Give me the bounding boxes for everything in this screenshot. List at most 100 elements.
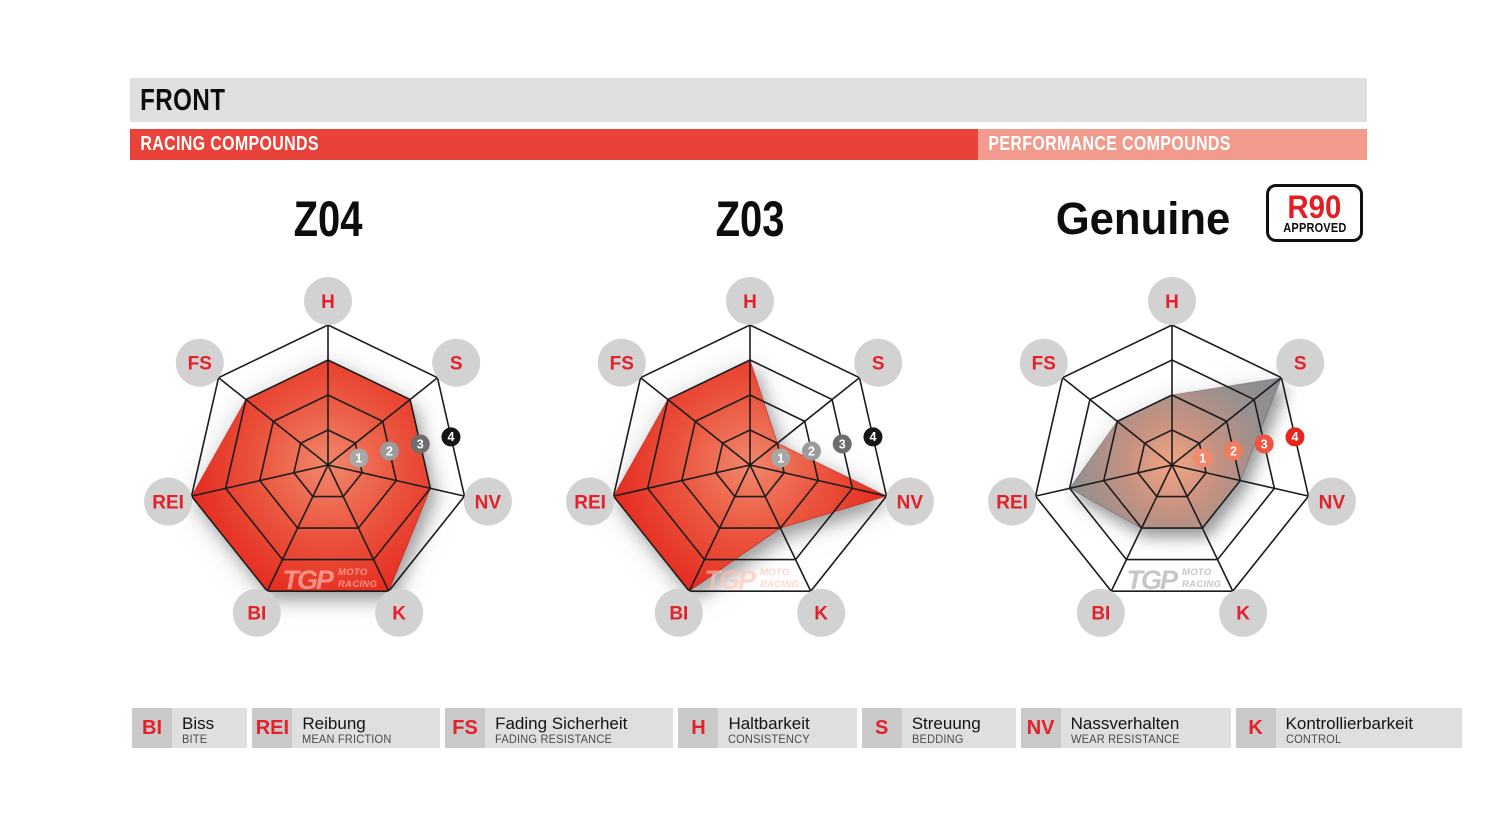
legend-de-rei: Reibung bbox=[302, 713, 366, 733]
scale-marker-label-2: 2 bbox=[808, 444, 815, 458]
legend-abbr-nv: NV bbox=[1020, 708, 1061, 748]
axis-circle-fs bbox=[1019, 338, 1068, 387]
legend-en-nv: WEAR RESISTANCE bbox=[1070, 731, 1180, 746]
svg-text:TGP: TGP bbox=[704, 565, 756, 595]
svg-text:TGP: TGP bbox=[1126, 565, 1178, 595]
grid-spoke-k bbox=[1171, 464, 1234, 592]
legend-item-nv: NV Nassverhalten WEAR RESISTANCE bbox=[1020, 708, 1231, 748]
legend-en-h: CONSISTENCY bbox=[728, 731, 811, 746]
svg-text:MOTO: MOTO bbox=[338, 567, 368, 578]
svg-text:RACING: RACING bbox=[338, 579, 378, 590]
axis-label-nv: NV bbox=[897, 492, 924, 513]
legend-abbr-s: S bbox=[861, 708, 902, 748]
chart-title-z03: Z03 bbox=[715, 191, 785, 247]
axis-circle-rei bbox=[144, 477, 193, 526]
axis-circle-k bbox=[1219, 588, 1268, 637]
axis-circle-rei bbox=[566, 477, 615, 526]
axis-label-bi: BI bbox=[1091, 604, 1110, 625]
scale-marker-2 bbox=[801, 441, 821, 461]
grid-spoke-k bbox=[327, 464, 390, 592]
grid-spoke-s bbox=[749, 377, 860, 466]
legend-item-rei: REI Reibung MEAN FRICTION bbox=[252, 708, 441, 748]
grid-spoke-rei bbox=[613, 464, 751, 497]
svg-text:RACING: RACING bbox=[760, 579, 800, 590]
axis-label-k: K bbox=[1236, 604, 1250, 625]
grid-spoke-fs bbox=[218, 377, 329, 466]
performance-compounds-banner: PERFORMANCE COMPOUNDS bbox=[978, 129, 1367, 160]
scale-marker-label-4: 4 bbox=[447, 430, 454, 444]
grid-spoke-s bbox=[327, 377, 438, 466]
grid-ring-3 bbox=[224, 359, 432, 561]
legend-de-bi: Biss bbox=[182, 713, 215, 733]
axis-label-k: K bbox=[814, 604, 828, 625]
scale-marker-1 bbox=[1193, 448, 1213, 468]
axis-label-h: H bbox=[1165, 292, 1179, 313]
axis-label-rei: REI bbox=[574, 492, 606, 513]
grid-spoke-fs bbox=[1062, 377, 1173, 466]
scale-marker-1 bbox=[771, 448, 791, 468]
legend-item-h: H Haltbarkeit CONSISTENCY bbox=[678, 708, 857, 748]
legend-abbr-h: H bbox=[678, 708, 719, 748]
legend-item-s: S Streuung BEDDING bbox=[861, 708, 1016, 748]
grid-ring-2 bbox=[1102, 394, 1242, 529]
legend-item-fs: FS Fading Sicherheit FADING RESISTANCE bbox=[445, 708, 674, 748]
legend-en-bi: BITE bbox=[182, 731, 208, 746]
legend-item-k: K Kontrollierbarkeit CONTROL bbox=[1235, 708, 1463, 748]
grid-spoke-nv bbox=[749, 464, 887, 497]
grid-ring-1 bbox=[1137, 429, 1207, 498]
grid-spoke-s bbox=[1171, 377, 1282, 466]
grid-spoke-bi bbox=[266, 464, 329, 592]
scale-marker-label-3: 3 bbox=[1261, 437, 1268, 451]
axis-label-s: S bbox=[1294, 354, 1307, 375]
scale-marker-3 bbox=[1254, 434, 1274, 454]
r90-label: R90 bbox=[1287, 188, 1342, 225]
grid-ring-4 bbox=[190, 324, 466, 592]
grid-spoke-bi bbox=[688, 464, 751, 592]
axis-label-bi: BI bbox=[247, 604, 266, 625]
performance-compounds-label: PERFORMANCE COMPOUNDS bbox=[988, 133, 1231, 155]
legend-de-nv: Nassverhalten bbox=[1070, 713, 1180, 733]
legend-de-h: Haltbarkeit bbox=[728, 713, 810, 733]
axis-circle-s bbox=[432, 338, 481, 387]
axis-circle-bi bbox=[1076, 588, 1125, 637]
legend-abbr-rei: REI bbox=[252, 708, 293, 748]
grid-ring-1 bbox=[293, 429, 363, 498]
axis-circle-rei bbox=[988, 477, 1037, 526]
svg-text:TGP: TGP bbox=[282, 565, 334, 595]
axis-circle-h bbox=[726, 277, 774, 325]
axis-circle-fs bbox=[175, 338, 224, 387]
axis-circle-bi bbox=[654, 588, 703, 637]
axis-label-nv: NV bbox=[1319, 492, 1346, 513]
scale-marker-1 bbox=[349, 448, 369, 468]
legend-abbr-k: K bbox=[1235, 708, 1276, 748]
axis-circle-h bbox=[1148, 277, 1196, 325]
front-header-bar: FRONT bbox=[130, 78, 1367, 122]
scale-marker-label-2: 2 bbox=[386, 444, 393, 458]
racing-compounds-banner: RACING COMPOUNDS bbox=[130, 129, 978, 160]
legend: BI Biss BITE REI Reibung MEAN FRICTION F… bbox=[132, 708, 1463, 748]
grid-ring-4 bbox=[612, 324, 888, 592]
chart-title-z04: Z04 bbox=[293, 191, 363, 247]
scale-marker-label-3: 3 bbox=[417, 437, 424, 451]
axis-label-s: S bbox=[450, 354, 463, 375]
grid-spoke-bi bbox=[1110, 464, 1173, 592]
scale-marker-label-1: 1 bbox=[777, 451, 784, 465]
scale-marker-label-3: 3 bbox=[839, 437, 846, 451]
axis-circle-fs bbox=[597, 338, 646, 387]
axis-circle-nv bbox=[463, 477, 512, 526]
scale-marker-2 bbox=[1223, 441, 1243, 461]
scale-marker-4 bbox=[863, 427, 883, 447]
grid-spoke-rei bbox=[1035, 464, 1173, 497]
scale-marker-label-1: 1 bbox=[1199, 451, 1206, 465]
page-title: FRONT bbox=[140, 82, 226, 117]
svg-text:MOTO: MOTO bbox=[1182, 567, 1212, 578]
axis-label-fs: FS bbox=[188, 354, 212, 375]
svg-text:MOTO: MOTO bbox=[760, 567, 790, 578]
legend-en-fs: FADING RESISTANCE bbox=[495, 731, 613, 746]
grid-ring-1 bbox=[715, 429, 785, 498]
axis-label-rei: REI bbox=[996, 492, 1028, 513]
